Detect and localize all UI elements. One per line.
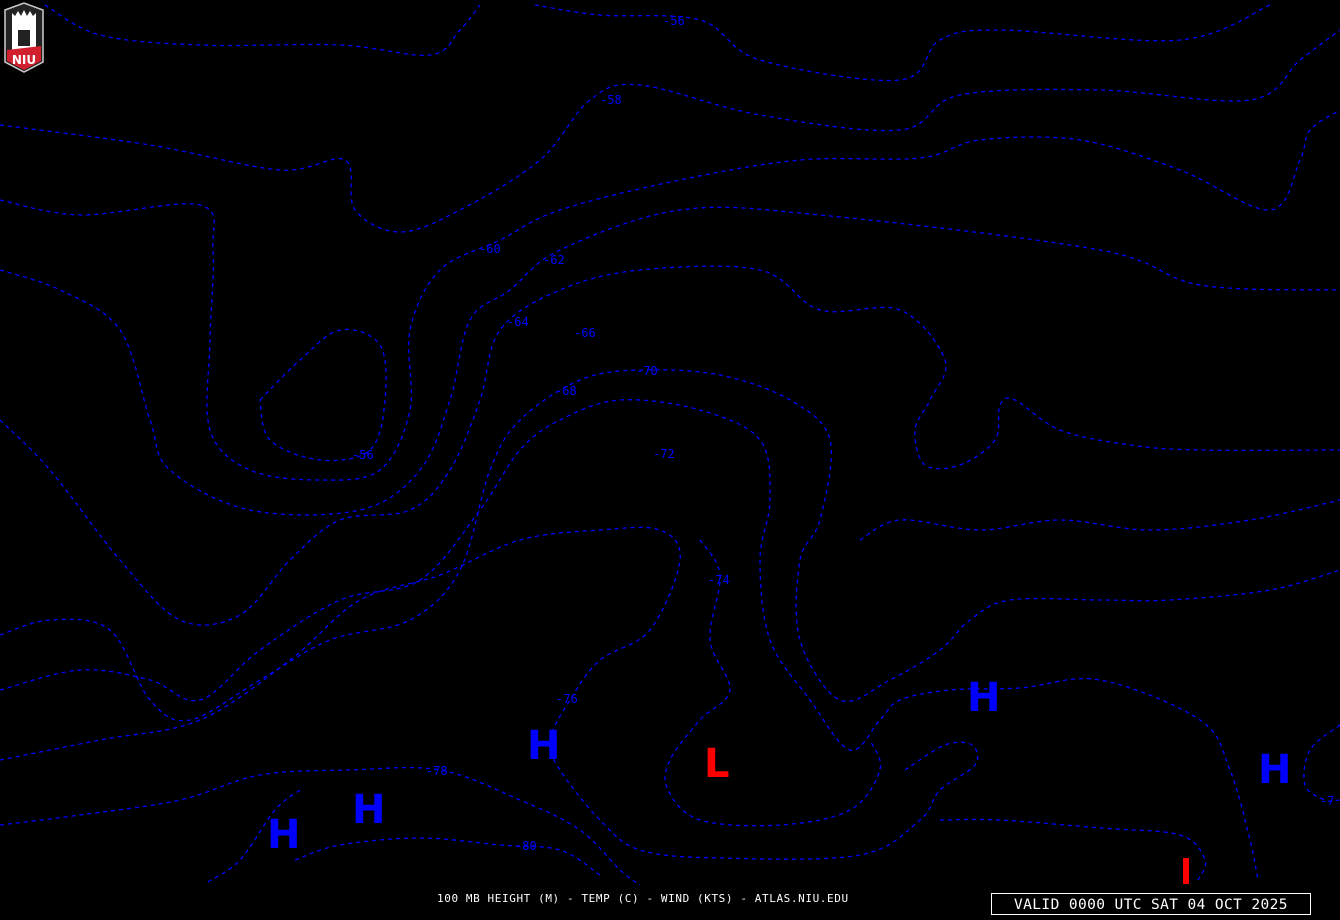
low-pressure-marker: L [704, 741, 730, 787]
high-pressure-marker: H [967, 675, 1000, 721]
contour-label: -76 [556, 692, 578, 706]
contour-line [0, 265, 1340, 626]
contour-line [44, 4, 481, 57]
valid-time-box: VALID 0000 UTC SAT 04 OCT 2025 [991, 893, 1311, 915]
contour-label: -74 [708, 573, 730, 587]
contour-line [0, 369, 1340, 722]
high-pressure-marker: H [352, 787, 385, 833]
contour-line [259, 328, 387, 462]
contour-label: -56 [352, 448, 374, 462]
low-pressure-marker-partial [1183, 858, 1189, 884]
contour-line [859, 499, 1340, 541]
contour-line [0, 766, 641, 886]
contour-label: -78 [426, 764, 448, 778]
contour-label: -68 [555, 384, 577, 398]
contour-label: -56 [663, 14, 685, 28]
contour-label: -7 [1320, 794, 1334, 808]
high-pressure-marker: H [1258, 747, 1291, 793]
contour-label: -62 [543, 253, 565, 267]
map-description-footer: 100 MB HEIGHT (M) - TEMP (C) - WIND (KTS… [437, 892, 849, 905]
contour-line [939, 818, 1207, 881]
high-pressure-marker: H [267, 812, 300, 858]
contour-line [0, 399, 1259, 881]
contour-label: -60 [479, 242, 501, 256]
contour-label: -72 [653, 447, 675, 461]
contour-label: -66 [574, 326, 596, 340]
high-pressure-marker: H [527, 723, 560, 769]
contour-line [1303, 724, 1340, 802]
contour-line [0, 29, 1340, 233]
contour-label: -70 [636, 364, 658, 378]
contour-line [0, 526, 979, 860]
niu-logo: NIU [4, 2, 44, 73]
svg-text:NIU: NIU [12, 53, 36, 67]
contour-label: -80 [515, 839, 537, 853]
contour-label: -58 [600, 93, 622, 107]
contour-label: -64 [507, 315, 529, 329]
contour-line [0, 206, 1340, 516]
contour-line [0, 109, 1340, 481]
contour-line [664, 539, 882, 827]
